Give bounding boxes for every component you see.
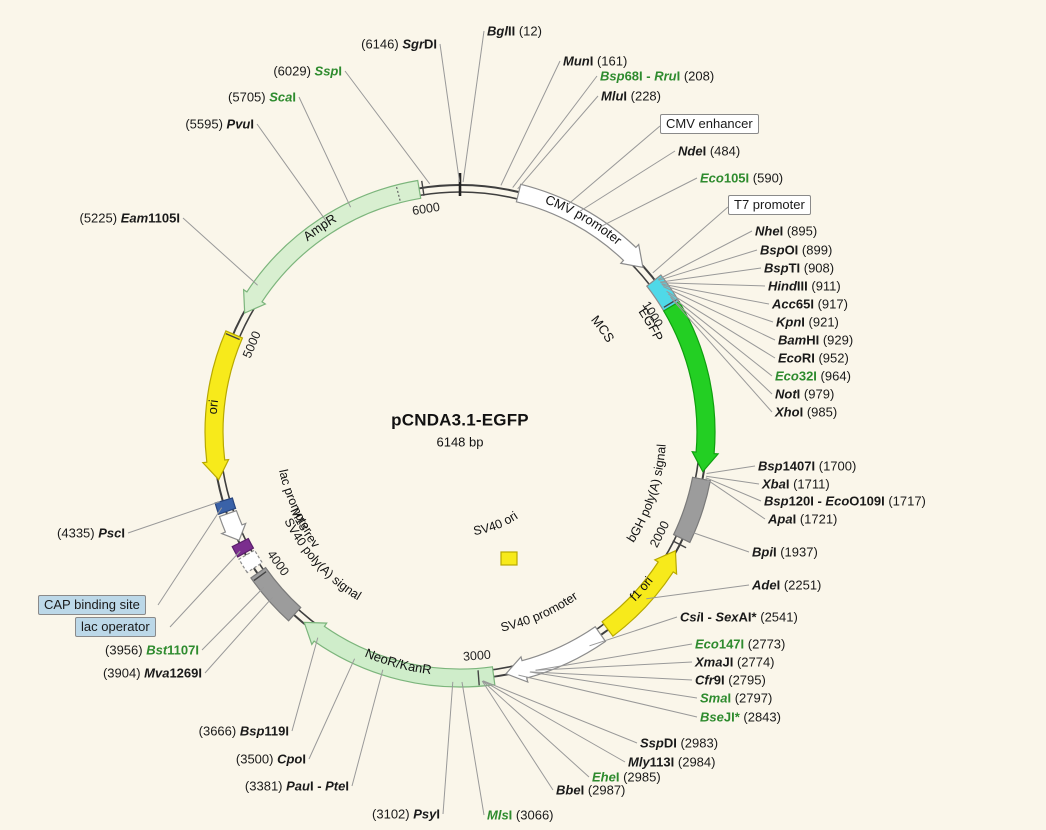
feature-label-mcs: MCS (588, 312, 618, 345)
feature-f1-ori (601, 549, 678, 637)
plasmid-name: pCNDA3.1-EGFP (391, 410, 529, 430)
tick-3000 (477, 670, 480, 686)
leader-line (535, 643, 693, 671)
leader-line (512, 75, 598, 188)
leader-line (578, 150, 676, 213)
tick-label-3000: 3000 (463, 648, 492, 664)
tick-5000 (225, 333, 240, 341)
leader-line (439, 43, 460, 183)
leader-line (462, 30, 485, 183)
feature-lac-promoter (218, 509, 247, 542)
leader-line (157, 507, 223, 606)
tick-6000 (421, 180, 425, 196)
leader-line (127, 501, 221, 534)
leader-line (481, 680, 554, 791)
plasmid-title: pCNDA3.1-EGFP 6148 bp (391, 411, 529, 450)
leader-line (308, 658, 356, 760)
leader-line (500, 60, 561, 186)
leader-line (589, 616, 678, 647)
leader-line (670, 296, 773, 395)
tick-label-5000: 5000 (240, 329, 264, 360)
tick-label-6000: 6000 (411, 200, 441, 218)
leader-line (706, 475, 760, 485)
leader-line (646, 584, 750, 600)
leader-line (530, 671, 693, 681)
leader-line (689, 530, 750, 553)
feature-neor-kanr (303, 621, 496, 688)
leader-line (169, 550, 241, 628)
leader-line (705, 477, 762, 502)
leader-line (482, 680, 626, 763)
feature-ampr (242, 179, 422, 314)
tick-label-2000: 2000 (647, 519, 672, 550)
leader-line (517, 95, 599, 190)
leader-line (442, 681, 454, 815)
plasmid-size-bp: 6148 bp (436, 434, 484, 450)
feature-m13-rev (238, 549, 264, 574)
leader-line (182, 217, 258, 286)
leader-line (658, 249, 758, 281)
feature-label-ori: ori (205, 399, 221, 415)
leader-line (706, 465, 756, 474)
tick-4000 (253, 571, 267, 582)
leader-line (660, 267, 762, 283)
feature-label-sv40-promoter: SV40 promoter (499, 589, 580, 635)
leader-line (652, 206, 729, 274)
feature-lac-operator-feature (231, 537, 255, 558)
leader-line (529, 671, 698, 699)
feature-sv40-polya (250, 566, 302, 622)
feature-cmv-promoter (515, 183, 644, 269)
leader-line (483, 680, 638, 744)
leader-line (667, 293, 773, 377)
leader-line (535, 661, 693, 671)
leader-line (201, 586, 265, 651)
leader-line (461, 681, 485, 816)
feature-sv40-promoter (504, 625, 607, 683)
leader-line (256, 123, 327, 222)
tick-2000 (672, 540, 687, 549)
leader-line (670, 297, 773, 413)
feature-ori (201, 330, 244, 481)
leader-line (518, 674, 698, 718)
leader-line (351, 669, 384, 787)
feature-sv40-ori (500, 551, 518, 566)
leader-line (666, 290, 776, 359)
leader-line (291, 637, 319, 732)
leader-line (660, 282, 766, 287)
leader-line (601, 177, 698, 227)
feature-egfp (662, 300, 720, 473)
feature-bgh-polya (672, 476, 712, 544)
leader-line (344, 70, 431, 185)
leader-line (657, 230, 753, 280)
feature-label-sv40-ori: SV40 ori (472, 509, 520, 538)
leader-line (482, 680, 590, 778)
leader-line (661, 283, 770, 305)
leader-line (204, 596, 273, 674)
feature-label-sv40-polya: SV40 poly(A) signal (281, 516, 363, 603)
leader-line (298, 96, 352, 208)
leader-line (661, 284, 774, 323)
leader-line (705, 478, 766, 520)
leader-line (566, 125, 661, 207)
leader-line (663, 286, 776, 341)
